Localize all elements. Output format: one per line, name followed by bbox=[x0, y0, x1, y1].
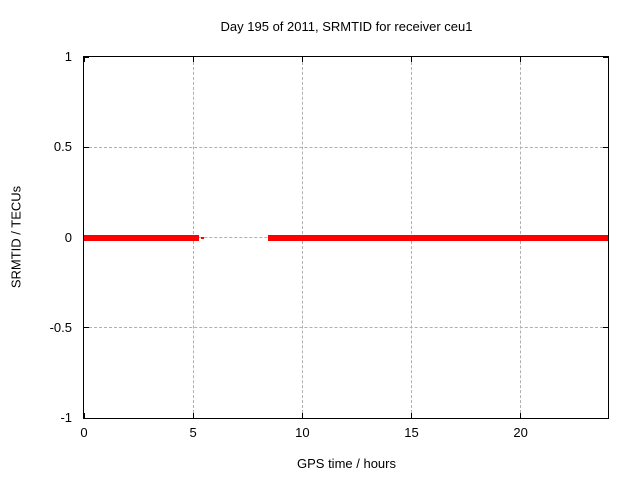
x-tick-top bbox=[411, 57, 412, 62]
x-tick-top bbox=[192, 57, 194, 62]
y-tick-label: -0.5 bbox=[49, 319, 72, 335]
x-tick-label: 10 bbox=[295, 425, 310, 440]
x-tick-label: 0 bbox=[80, 425, 88, 440]
y-tick-right bbox=[603, 327, 608, 329]
x-tick-top bbox=[520, 57, 522, 62]
y-tick-left bbox=[84, 417, 89, 419]
chart-title: Day 195 of 2011, SRMTID for receiver ceu… bbox=[220, 19, 473, 34]
y-tick-label: 0.5 bbox=[53, 139, 72, 155]
x-axis-label: GPS time / hours bbox=[297, 456, 396, 471]
x-tick-label: 20 bbox=[513, 425, 528, 440]
x-tick-bottom bbox=[520, 413, 522, 418]
y-tick-left bbox=[84, 56, 89, 58]
y-tick-left bbox=[84, 146, 89, 148]
x-tick-bottom bbox=[192, 413, 194, 418]
y-tick-right bbox=[603, 146, 608, 148]
plot-area bbox=[83, 56, 609, 419]
y-tick-right bbox=[603, 56, 608, 58]
x-tick-top bbox=[83, 57, 85, 62]
srmtid-line-segment bbox=[201, 237, 204, 239]
y-tick-label: 1 bbox=[64, 49, 72, 64]
x-tick-label: 15 bbox=[404, 425, 419, 440]
x-tick-top bbox=[301, 57, 303, 62]
srmtid-line-segment bbox=[84, 235, 199, 241]
y-tick-label: 0 bbox=[64, 229, 72, 245]
x-tick-bottom bbox=[411, 413, 412, 418]
x-tick-bottom bbox=[301, 413, 303, 418]
y-tick-label: -1 bbox=[60, 410, 72, 425]
y-tick-right bbox=[603, 417, 608, 419]
x-tick-label: 5 bbox=[189, 425, 197, 440]
gridline-y-0.5 bbox=[84, 146, 608, 148]
srmtid-line-segment bbox=[268, 235, 608, 241]
x-tick-bottom bbox=[83, 413, 85, 418]
y-tick-left bbox=[84, 327, 89, 329]
gridline-y--0.5 bbox=[84, 327, 608, 329]
